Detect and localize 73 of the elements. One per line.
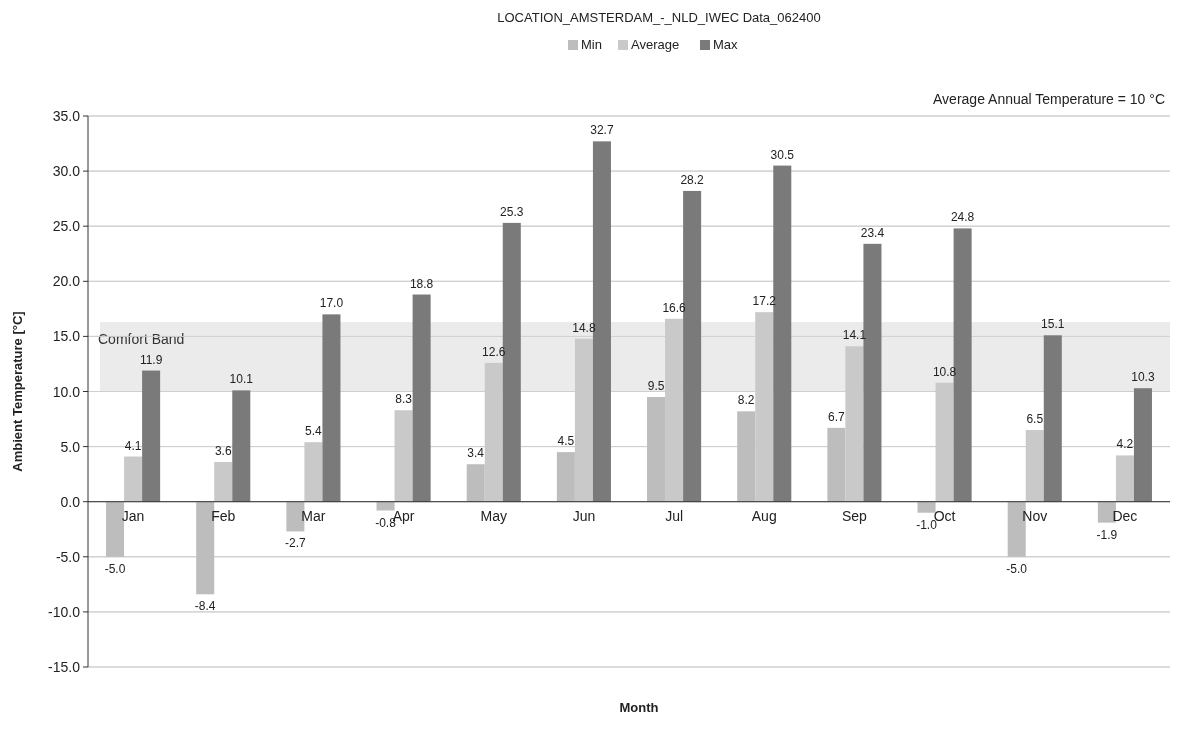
x-tick-label: Feb: [211, 507, 236, 524]
x-tick-label: Jul: [665, 507, 684, 524]
data-label: 10.3: [1131, 370, 1155, 385]
data-label: 10.1: [229, 372, 254, 387]
data-label: 6.5: [1026, 412, 1044, 427]
data-label: 30.5: [770, 147, 795, 162]
data-label: -2.7: [285, 536, 307, 551]
y-tick-label: 25.0: [52, 218, 81, 235]
bar: [917, 501, 936, 513]
data-label: 8.3: [395, 392, 413, 407]
data-label: -5.0: [1006, 561, 1028, 576]
bar: [214, 462, 233, 502]
y-tick-label: 10.0: [52, 383, 81, 400]
bar: [394, 410, 413, 502]
x-tick-label: Nov: [1022, 507, 1048, 524]
y-tick-label: 35.0: [52, 108, 81, 124]
y-tick-label: -10.0: [48, 603, 81, 620]
data-label: 28.2: [680, 172, 705, 187]
y-tick-label: 30.0: [52, 163, 81, 180]
bar: [142, 370, 161, 502]
data-label: 25.3: [500, 204, 524, 219]
data-label: 18.8: [409, 276, 434, 291]
bar: [1133, 388, 1152, 502]
bar: [1025, 430, 1044, 502]
bar: [1115, 455, 1134, 502]
y-tick-label: 20.0: [52, 273, 81, 290]
y-tick-label: 15.0: [52, 328, 81, 345]
x-tick-label: Jun: [572, 507, 596, 524]
data-label: 23.4: [860, 225, 885, 240]
y-tick-label: 0.0: [60, 493, 81, 510]
y-tick-label: -5.0: [55, 548, 81, 565]
x-tick-label: Aug: [751, 507, 777, 524]
band-label: Comfort Band: [98, 330, 185, 347]
data-label: 15.1: [1041, 317, 1065, 332]
y-tick-label: -15.0: [48, 659, 81, 675]
bar: [412, 294, 431, 502]
data-label: 32.7: [590, 123, 614, 138]
data-label: -1.9: [1096, 527, 1118, 542]
text: Average Annual Temperature = 10 °C: [933, 91, 1165, 107]
x-tick-label: Dec: [1112, 507, 1138, 524]
data-label: 11.9: [139, 352, 163, 367]
legend-label: Min: [581, 37, 602, 52]
x-tick-label: Jan: [121, 507, 145, 524]
y-axis-title: Ambient Temperature [°C]: [10, 311, 25, 472]
chart-title: LOCATION_AMSTERDAM_-_NLD_IWEC Data_062400: [497, 10, 821, 25]
legend-label: Average: [631, 37, 680, 52]
data-label: 24.8: [950, 210, 975, 225]
bar: [683, 190, 702, 502]
x-tick-label: May: [480, 507, 507, 524]
bar: [124, 456, 143, 502]
bar: [322, 314, 341, 502]
x-tick-label: Sep: [841, 507, 868, 524]
data-label: 8.2: [737, 393, 755, 408]
bar: [304, 442, 323, 502]
data-label: 6.7: [828, 409, 846, 424]
bar: [232, 390, 251, 502]
data-label: 4.5: [557, 434, 575, 449]
bar: [1043, 335, 1062, 502]
bar: [376, 501, 395, 511]
data-label: 5.4: [305, 424, 323, 439]
x-tick-label: Mar: [301, 507, 326, 524]
data-label: 9.5: [647, 379, 665, 394]
data-label: 17.0: [319, 296, 344, 311]
data-label: -8.4: [194, 599, 216, 614]
legend-label: Max: [713, 37, 739, 52]
data-label: 4.2: [1116, 437, 1134, 452]
data-label: 3.4: [467, 446, 485, 461]
data-label: 14.1: [842, 328, 867, 343]
data-label: 3.6: [214, 444, 232, 459]
data-label: 4.1: [124, 438, 142, 453]
x-axis-title: Month: [619, 700, 659, 715]
y-tick-label: 5.0: [60, 438, 81, 455]
data-label: -5.0: [104, 561, 126, 576]
